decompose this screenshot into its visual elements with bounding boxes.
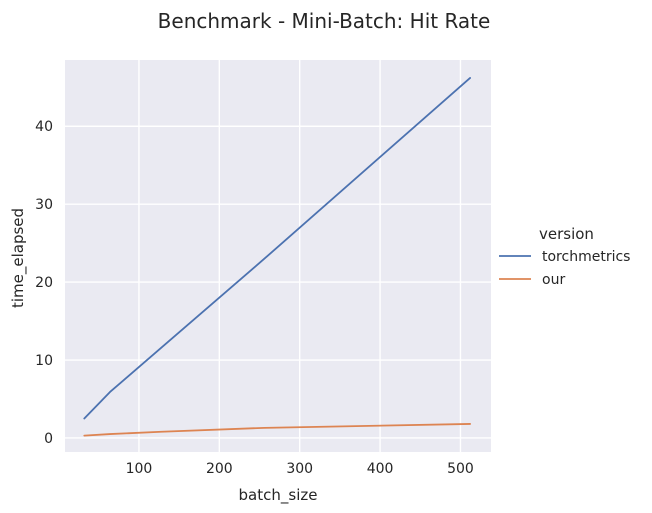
y-tick-label: 10 bbox=[35, 353, 53, 369]
y-tick-label: 30 bbox=[35, 197, 53, 213]
x-tick-label: 200 bbox=[206, 461, 233, 477]
legend: version torchmetrics our bbox=[499, 225, 630, 288]
x-tick-label: 400 bbox=[367, 461, 394, 477]
y-axis-label: time_elapsed bbox=[9, 208, 28, 308]
x-tick-label: 500 bbox=[447, 461, 474, 477]
x-tick-label: 100 bbox=[126, 461, 153, 477]
legend-title: version bbox=[539, 225, 594, 243]
x-axis-ticks: 100 200 300 400 500 bbox=[126, 461, 474, 477]
x-axis-label: batch_size bbox=[239, 486, 318, 505]
plot-area bbox=[65, 60, 491, 452]
y-tick-label: 0 bbox=[44, 431, 53, 447]
grid bbox=[65, 60, 491, 452]
legend-label-torchmetrics: torchmetrics bbox=[542, 249, 630, 265]
series-lines bbox=[83, 77, 472, 437]
y-tick-label: 40 bbox=[35, 119, 53, 135]
legend-label-our: our bbox=[542, 272, 565, 288]
series-line-our bbox=[83, 423, 472, 437]
y-tick-label: 20 bbox=[35, 275, 53, 291]
series-line-torchmetrics bbox=[83, 77, 472, 420]
chart-title: Benchmark - Mini-Batch: Hit Rate bbox=[158, 9, 491, 33]
x-tick-label: 300 bbox=[286, 461, 313, 477]
y-axis-ticks: 0 10 20 30 40 bbox=[35, 119, 53, 447]
